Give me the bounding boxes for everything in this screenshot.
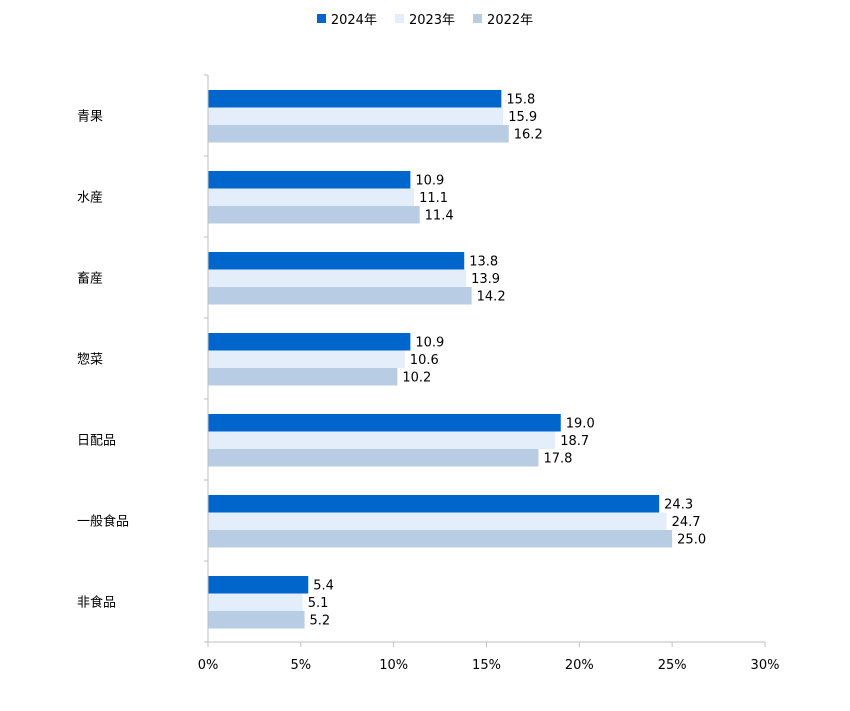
data-label-6-0: 5.4: [313, 578, 334, 593]
bar-0-0: [208, 90, 502, 108]
bar-4-1: [208, 431, 556, 449]
x-tick-label-1: 5%: [291, 658, 312, 673]
bar-5-0: [208, 495, 660, 513]
data-label-3-0: 10.9: [415, 335, 444, 350]
data-label-5-1: 24.7: [672, 515, 701, 530]
legend-swatch-2024: [316, 14, 326, 23]
bar-4-0: [208, 414, 561, 432]
category-label-6: 非食品: [77, 595, 116, 611]
bar-0-2: [208, 125, 509, 143]
bar-4-2: [208, 449, 539, 467]
legend: 2024年 2023年 2022年: [0, 9, 850, 28]
bar-6-2: [208, 611, 305, 629]
category-label-2: 畜産: [77, 271, 103, 287]
bar-6-0: [208, 576, 309, 594]
bar-1-1: [208, 188, 415, 206]
legend-item-2022: 2022年: [473, 9, 533, 28]
legend-item-2024: 2024年: [316, 9, 377, 28]
bar-6-1: [208, 593, 303, 611]
bar-1-2: [208, 206, 420, 224]
bar-2-2: [208, 287, 472, 305]
data-label-3-1: 10.6: [410, 353, 439, 368]
bar-3-2: [208, 368, 398, 386]
category-label-0: 青果: [77, 110, 103, 125]
bar-2-0: [208, 252, 465, 270]
data-label-5-0: 24.3: [664, 497, 693, 512]
bar-5-2: [208, 530, 673, 548]
data-label-4-0: 19.0: [566, 416, 595, 431]
x-tick-label-0: 0%: [198, 658, 219, 673]
legend-swatch-2022: [473, 14, 483, 23]
category-label-4: 日配品: [77, 434, 116, 449]
category-label-3: 惣菜: [77, 353, 103, 368]
data-label-0-1: 15.9: [508, 110, 537, 125]
data-label-5-2: 25.0: [677, 532, 706, 547]
x-tick-label-5: 25%: [658, 658, 687, 673]
x-tick-label-6: 30%: [751, 658, 780, 673]
data-label-0-2: 16.2: [514, 127, 543, 142]
data-label-4-1: 18.7: [560, 434, 589, 449]
bar-2-1: [208, 269, 467, 287]
bar-3-0: [208, 333, 411, 351]
data-label-2-1: 13.9: [471, 272, 500, 287]
data-label-0-0: 15.8: [506, 92, 535, 107]
data-label-1-1: 11.1: [419, 191, 448, 206]
bar-3-1: [208, 350, 405, 368]
legend-label-2024: 2024年: [330, 13, 377, 28]
data-label-6-2: 5.2: [310, 613, 331, 628]
legend-label-2023: 2023年: [408, 13, 456, 28]
category-label-1: 水産: [77, 190, 103, 206]
data-label-2-2: 14.2: [477, 289, 506, 304]
bar-0-1: [208, 107, 504, 125]
data-label-1-0: 10.9: [415, 173, 444, 188]
data-label-1-2: 11.4: [425, 208, 454, 223]
data-label-6-1: 5.1: [308, 596, 329, 611]
data-label-4-2: 17.8: [543, 451, 572, 466]
x-tick-label-3: 15%: [472, 658, 501, 673]
x-tick-label-4: 20%: [565, 658, 594, 673]
legend-swatch-2023: [394, 14, 404, 23]
category-label-5: 一般食品: [77, 514, 129, 530]
bar-5-1: [208, 512, 667, 530]
bar-1-0: [208, 171, 411, 189]
x-tick-label-2: 10%: [379, 658, 408, 673]
data-label-2-0: 13.8: [469, 254, 498, 269]
legend-label-2022: 2022年: [487, 13, 534, 28]
legend-item-2023: 2023年: [394, 9, 456, 28]
data-label-3-2: 10.2: [402, 370, 431, 385]
